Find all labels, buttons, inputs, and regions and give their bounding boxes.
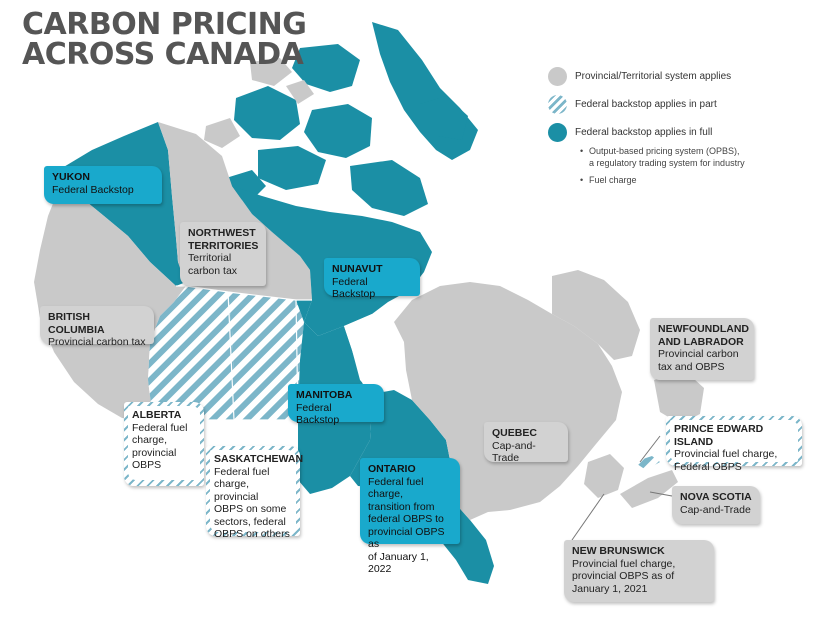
region-name: SASKATCHEWAN [214,453,304,465]
region-alberta[interactable] [148,286,234,420]
callout-quebec[interactable]: QUEBEC Cap-and-Trade [484,422,568,465]
legend-swatch-grey-icon [548,66,567,86]
region-desc: Federal fuel [214,465,270,478]
legend-sub-text: Output-based pricing system (OPBS), [589,146,740,156]
region-desc: Federal Backstop [296,401,340,427]
region-desc: provincial [132,446,177,459]
region-desc: of January 1, 2022 [368,550,429,576]
callout-new-brunswick[interactable]: NEW BRUNSWICK Provincial fuel charge, pr… [564,540,714,602]
arctic-grey-islands [204,58,314,148]
region-desc: Provincial carbon [658,348,739,360]
region-nova-scotia[interactable] [620,470,678,508]
callout-northwest-territories[interactable]: NORTHWEST TERRITORIES Territorial carbon… [180,222,266,286]
region-british-columbia[interactable] [34,186,186,420]
region-desc: carbon tax [188,264,238,277]
region-name: TERRITORIES [188,239,259,252]
region-desc: OBPS on some [214,503,287,515]
legend-item-federal-full: Federal backstop applies in full [548,118,745,146]
callout-newfoundland-labrador[interactable]: NEWFOUNDLAND AND LABRADOR Provincial car… [650,318,754,380]
legend-item-federal-part: Federal backstop applies in part [548,90,745,118]
region-desc: federal OBPS to [368,513,444,525]
region-desc: Provincial fuel charge, [674,448,778,460]
region-desc: OBPS [132,459,162,471]
region-name: NEW BRUNSWICK [572,545,665,557]
legend-label-federal-part: Federal backstop applies in part [575,98,717,110]
region-name: BRITISH COLUMBIA [48,311,105,336]
callout-nunavut[interactable]: NUNAVUT Federal Backstop [324,258,420,300]
region-desc: Federal Backstop [52,183,134,196]
legend-swatch-teal-icon [548,122,567,142]
region-name: NUNAVUT [332,263,383,275]
bullet-icon: • [580,146,584,156]
region-desc: charge, provincial [214,478,259,503]
title-line-1: CARBON PRICING [22,7,307,42]
callout-british-columbia[interactable]: BRITISH COLUMBIA Provincial carbon tax [40,306,154,348]
region-desc: Federal fuel charge, [368,475,424,501]
region-desc: Provincial carbon tax [48,336,146,348]
region-name: NOVA SCOTIA [680,491,752,503]
region-name: PRINCE EDWARD ISLAND [674,423,764,448]
callout-saskatchewan[interactable]: SASKATCHEWAN Federal fuel charge, provin… [206,446,304,540]
title-line-2: ACROSS CANADA [22,37,304,72]
region-desc: Federal OBPS [674,460,742,473]
region-name: NORTHWEST [188,227,256,239]
arctic-islands [226,22,478,216]
legend-item-provincial: Provincial/Territorial system applies [548,62,745,90]
callout-prince-edward-island[interactable]: PRINCE EDWARD ISLAND Provincial fuel cha… [666,416,802,473]
region-desc: Federal Backstop [332,275,376,301]
leader-lines [571,435,673,541]
legend-sub-text: a regulatory trading system for industry [589,157,745,168]
page-title: CARBON PRICING ACROSS CANADA [22,7,307,72]
callout-alberta[interactable]: ALBERTA Federal fuel charge, provincial … [124,402,204,486]
legend-sub-text: Fuel charge [589,175,637,185]
legend-sub-items: • Output-based pricing system (OPBS), a … [580,146,745,187]
region-desc: provincial OBPS as [368,525,445,551]
region-yukon[interactable] [62,122,186,286]
region-name: QUEBEC [492,427,537,439]
region-name: AND LABRADOR [658,335,744,348]
region-name: MANITOBA [296,389,353,401]
region-desc: charge, [132,434,168,446]
legend-label-federal-full: Federal backstop applies in full [575,126,713,138]
legend-swatch-hatch-icon [548,94,567,114]
region-desc: January 1, 2021 [572,582,648,595]
legend: Provincial/Territorial system applies Fe… [548,62,745,193]
region-newfoundland-island[interactable] [654,370,704,424]
region-desc: Territorial [188,252,232,264]
callout-manitoba[interactable]: MANITOBA Federal Backstop [288,384,384,426]
region-desc: sectors, federal [214,515,286,528]
region-new-brunswick[interactable] [584,454,624,498]
hudson-bay [344,314,406,394]
legend-label-provincial: Provincial/Territorial system applies [575,70,732,82]
region-desc: tax and OBPS [658,360,725,373]
region-prince-edward-island[interactable] [634,456,660,470]
region-desc: transition from [368,500,435,513]
legend-sub-item: • Fuel charge [580,175,745,187]
region-desc: Cap-and-Trade [680,503,751,516]
region-name: YUKON [52,171,90,183]
callout-ontario[interactable]: ONTARIO Federal fuel charge, transition … [360,458,460,575]
region-name: ALBERTA [132,409,182,421]
region-desc: OBPS on others [214,528,290,540]
region-name: ONTARIO [368,463,416,475]
region-desc: Provincial fuel charge, [572,557,676,570]
callout-yukon[interactable]: YUKON Federal Backstop [44,166,162,204]
region-saskatchewan[interactable] [228,292,304,420]
region-name: NEWFOUNDLAND [658,323,749,335]
callout-nova-scotia[interactable]: NOVA SCOTIA Cap-and-Trade [672,486,760,524]
bullet-icon: • [580,175,584,185]
region-desc: provincial OBPS as of [572,570,675,582]
region-desc: Federal fuel [132,421,188,434]
region-labrador[interactable] [552,270,640,360]
region-desc: Cap-and-Trade [492,439,536,465]
legend-sub-item: • Output-based pricing system (OPBS), a … [580,146,745,169]
